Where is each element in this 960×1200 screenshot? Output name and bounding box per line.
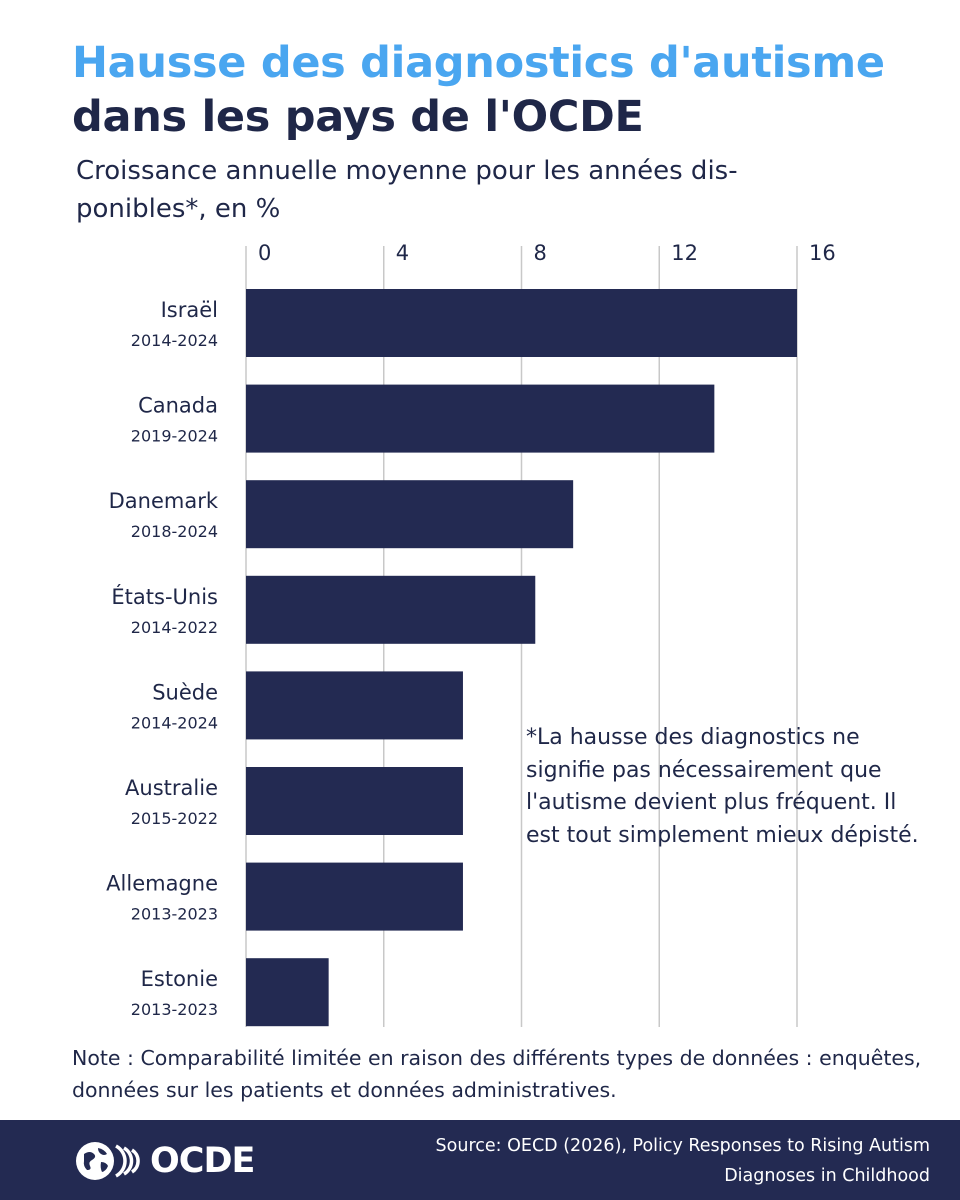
category-period: 2018-2024	[131, 522, 218, 541]
category-label: États-Unis	[111, 584, 218, 609]
category-period: 2014-2024	[131, 331, 218, 350]
category-label: Danemark	[109, 489, 219, 513]
x-tick-label: 8	[534, 241, 547, 265]
bar	[246, 289, 797, 357]
bar-chart: 0 4 8 12 16 Israël 2014-2024 Canada 2019-2024 Dan…	[106, 241, 836, 1027]
bar	[246, 958, 329, 1027]
category-label: Suède	[152, 680, 218, 704]
x-tick-label: 12	[671, 241, 698, 265]
category-period: 2013-2023	[131, 1000, 218, 1019]
bar	[246, 575, 536, 644]
source-text: Source: OECD (2026), Policy Responses to…	[435, 1136, 930, 1186]
bar	[246, 767, 463, 835]
bar	[246, 384, 715, 453]
chart-title-line2: dans les pays de l'OCDE	[72, 92, 644, 142]
category-label: Australie	[125, 776, 218, 800]
category-period: 2013-2023	[131, 905, 218, 924]
category-period: 2019-2024	[131, 427, 218, 446]
bar	[246, 862, 463, 931]
oecd-logo: OCDE	[74, 1140, 255, 1182]
chart-annotation: *La hausse des diagnostics ne signifie p…	[526, 725, 919, 848]
category-label: Allemagne	[106, 872, 218, 896]
chart-title-line1: Hausse des diagnostics d'autisme	[72, 38, 885, 88]
category-period: 2014-2024	[131, 713, 218, 732]
chart-note: Note : Comparabilité limitée en raison d…	[72, 1046, 922, 1102]
chart-subtitle: Croissance annuelle moyenne pour les ann…	[76, 156, 738, 224]
category-label: Israël	[161, 298, 218, 322]
globe-icon	[76, 1142, 140, 1180]
x-tick-label: 0	[258, 241, 271, 265]
bar	[246, 480, 574, 549]
logo-text: OCDE	[150, 1141, 255, 1181]
category-period: 2015-2022	[131, 809, 218, 828]
bar	[246, 671, 463, 740]
footer-bar: OCDE Source: OECD (2026), Policy Respons…	[0, 1120, 960, 1200]
category-label: Estonie	[141, 967, 218, 991]
category-period: 2014-2022	[131, 618, 218, 637]
category-label: Canada	[138, 394, 218, 418]
x-tick-label: 4	[396, 241, 409, 265]
x-tick-label: 16	[809, 241, 836, 265]
